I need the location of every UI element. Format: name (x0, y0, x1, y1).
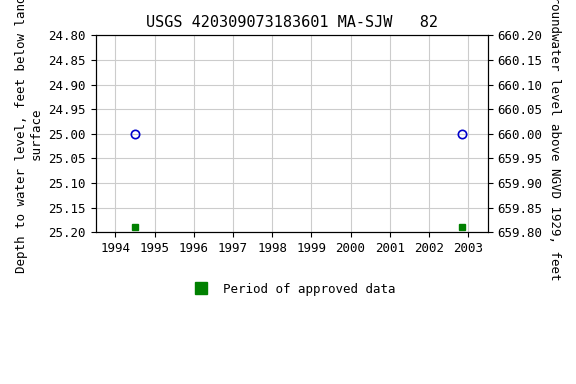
Legend: Period of approved data: Period of approved data (183, 278, 400, 301)
Title: USGS 420309073183601 MA-SJW   82: USGS 420309073183601 MA-SJW 82 (146, 15, 438, 30)
Y-axis label: Groundwater level above NGVD 1929, feet: Groundwater level above NGVD 1929, feet (548, 0, 561, 280)
Y-axis label: Depth to water level, feet below land
surface: Depth to water level, feet below land su… (15, 0, 43, 273)
